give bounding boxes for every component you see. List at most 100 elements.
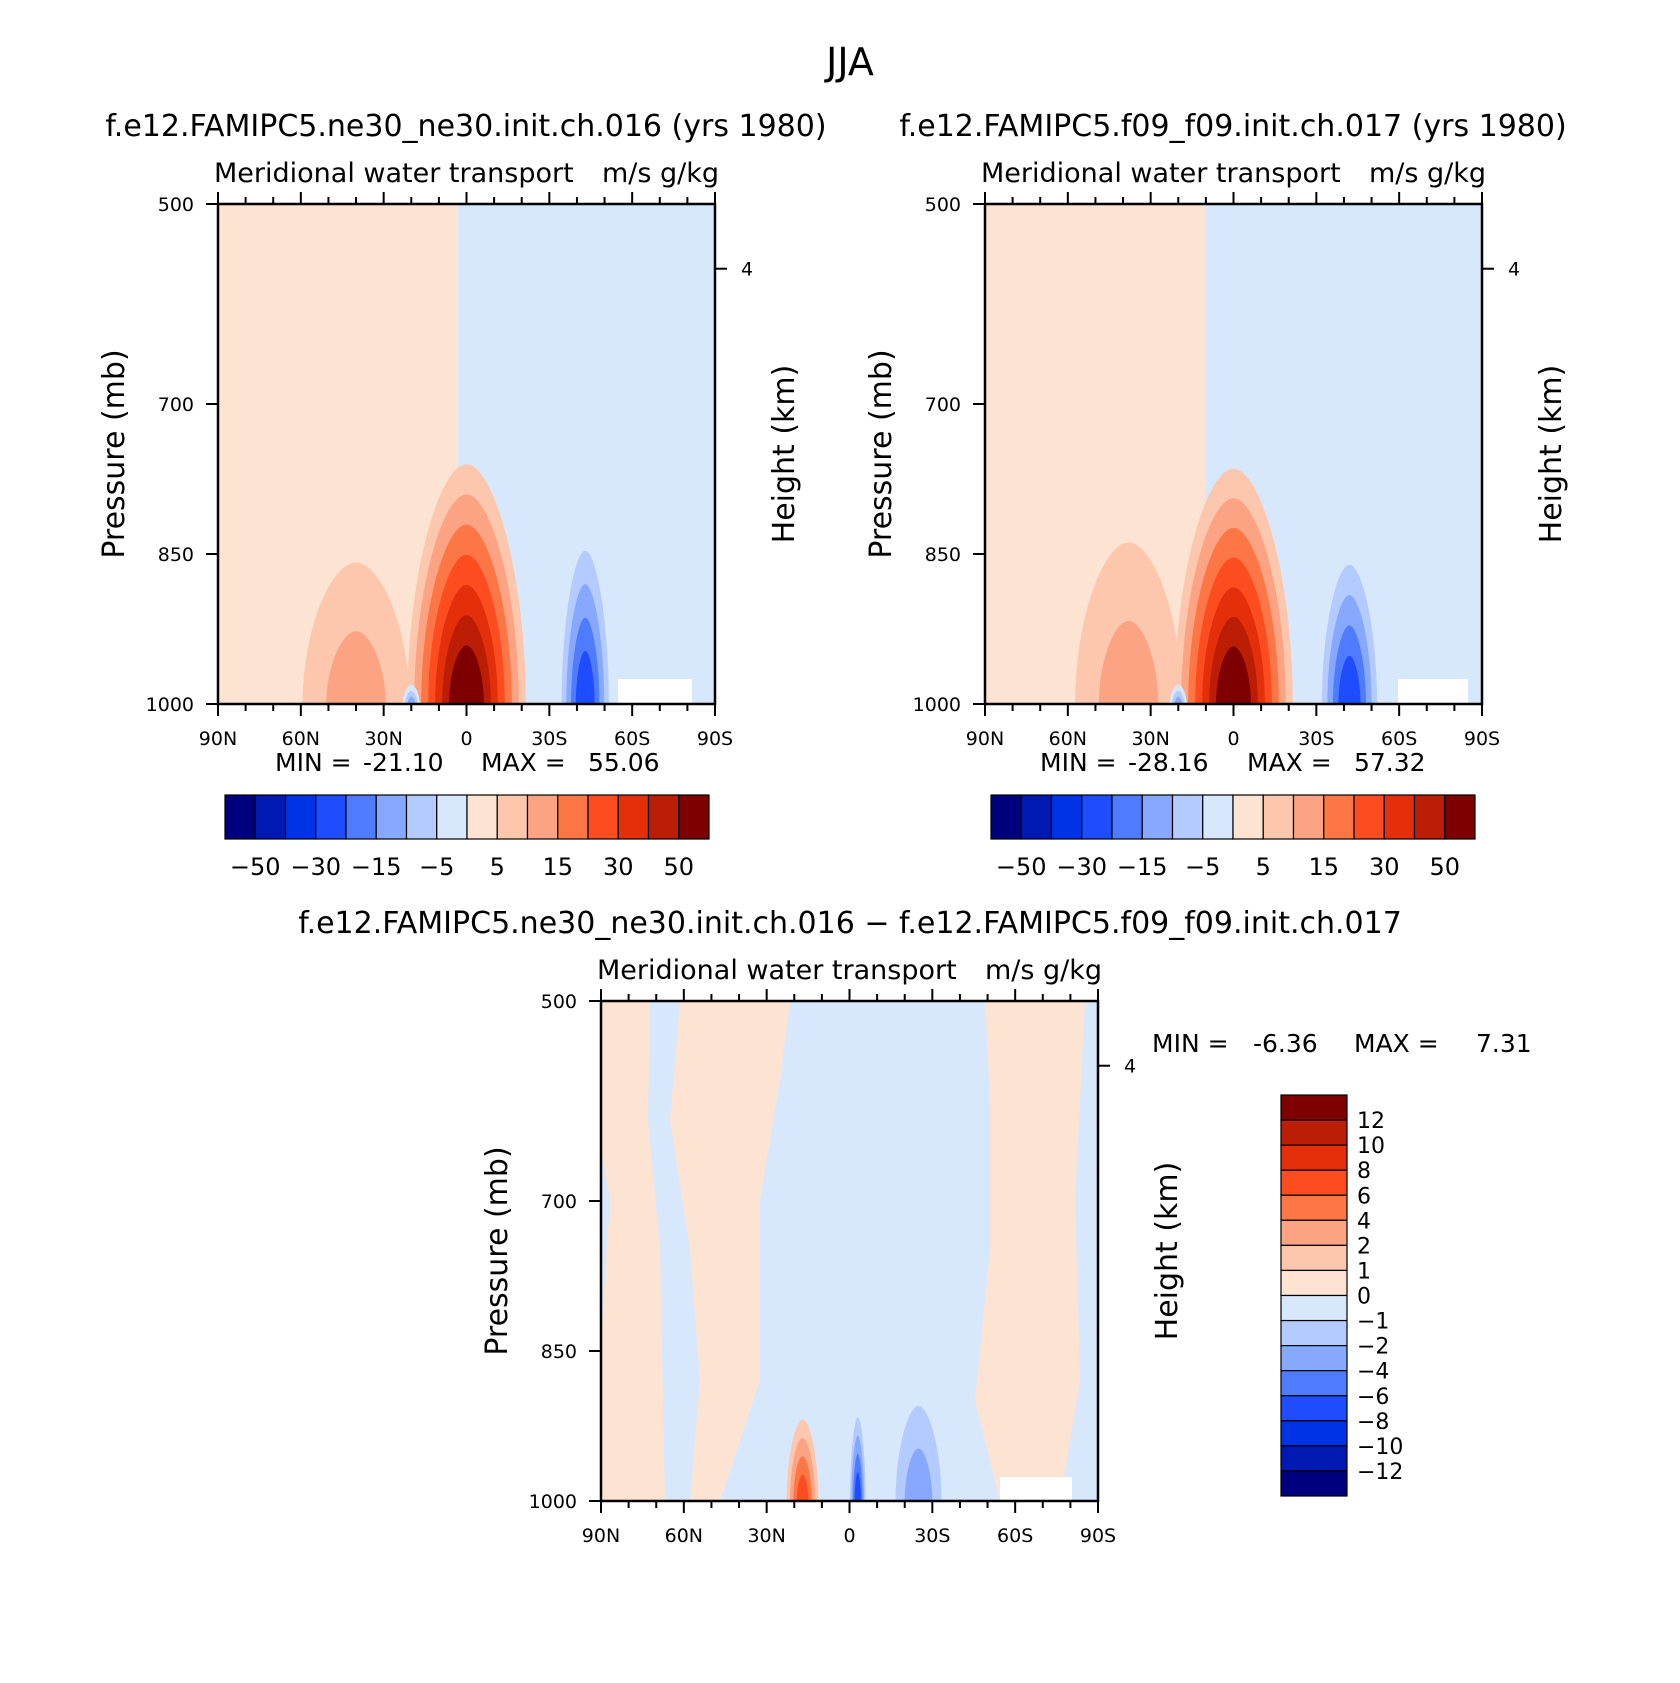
colorbar-label: 0 (1357, 1285, 1371, 1310)
panel-3-positive-band-midlat (670, 1001, 790, 1501)
panel-2-ticks: 90N 60N 30N 0 30S 60S 90S 500 700 850 1000 4 (913, 192, 1520, 750)
panel-1-max-value: 55.06 (588, 748, 660, 777)
colorbar-box (1280, 1420, 1348, 1447)
colorbar-box (1141, 794, 1174, 840)
colorbar-label: −15 (1117, 853, 1168, 881)
x-tick-label: 60S (997, 1525, 1033, 1547)
figure-title: JJA (824, 40, 874, 84)
colorbar-box (1280, 1294, 1348, 1322)
colorbar-box (557, 794, 589, 840)
panel-2-contour-3-2 (1174, 696, 1182, 704)
x-tick-label: 30N (1131, 728, 1169, 750)
x-tick-label: 60N (665, 1525, 703, 1547)
panel-3-ylabel: Pressure (mb) (480, 1146, 515, 1355)
panel-2-colorbar: −50 −30 −15 −5 5 15 30 50 (990, 794, 1476, 881)
colorbar-label: −1 (1357, 1310, 1389, 1335)
colorbar-label: 15 (542, 853, 573, 881)
colorbar-box (224, 794, 256, 840)
colorbar-box (1292, 794, 1325, 840)
panel-2-min-value: -28.16 (1128, 748, 1209, 777)
x-tick-label: 60N (282, 728, 320, 750)
y-tick-label: 700 (158, 394, 194, 416)
panel-1-subtitle: Meridional water transport (214, 158, 574, 189)
panel-2-contour-0-6 (1216, 646, 1251, 704)
panel-3-contours (786, 1363, 951, 1501)
colorbar-box (1280, 1395, 1348, 1422)
colorbar-box (1280, 1470, 1348, 1497)
colorbar-label: −10 (1357, 1435, 1403, 1460)
x-tick-label: 30S (531, 728, 567, 750)
colorbar-label: 8 (1357, 1159, 1371, 1184)
colorbar-label: 4 (1357, 1209, 1371, 1234)
panel-3-ylabel-right: Height (km) (1150, 1162, 1185, 1341)
y-tick-label: 500 (158, 194, 194, 216)
panel-2-contour-2-4 (1338, 655, 1361, 704)
colorbar-box (1280, 1244, 1348, 1272)
colorbar-box (1444, 794, 1476, 840)
colorbar-label: 5 (1256, 853, 1271, 881)
colorbar-box (315, 794, 347, 840)
colorbar-label: −5 (419, 853, 454, 881)
panel-1-missing (618, 679, 692, 704)
panel-1-ylabel: Pressure (mb) (97, 349, 132, 558)
colorbar-label: −12 (1357, 1460, 1403, 1485)
x-tick-label: 90S (1464, 728, 1500, 750)
colorbar-label: 10 (1357, 1134, 1385, 1159)
colorbar-box (1232, 794, 1264, 840)
colorbar-label: 12 (1357, 1109, 1385, 1134)
panel-1-contour-1-1 (326, 631, 386, 704)
panel-3-positive-band-south (975, 1001, 1085, 1501)
colorbar-label: −5 (1185, 853, 1220, 881)
colorbar-box (436, 794, 468, 840)
x-tick-label: 30S (1298, 728, 1334, 750)
panel-1-contour-2-4 (575, 650, 595, 704)
colorbar-box (587, 794, 619, 840)
colorbar-box (647, 794, 680, 840)
y-tick-label: 500 (925, 194, 961, 216)
panel-1-colorbar: −50 −30 −15 −5 5 15 30 50 (224, 794, 710, 881)
panel-3-contour-1-4 (854, 1472, 861, 1501)
colorbar-box (1202, 794, 1234, 840)
colorbar-box (1413, 794, 1446, 840)
colorbar-label: −6 (1357, 1385, 1389, 1410)
colorbar-box (375, 794, 408, 840)
colorbar-label: −50 (996, 853, 1047, 881)
colorbar-box (526, 794, 559, 840)
colorbar-label: −50 (230, 853, 281, 881)
x-tick-label: 60N (1049, 728, 1087, 750)
y-tick-label: 850 (158, 544, 194, 566)
panel-2-contours (1075, 468, 1383, 704)
colorbar-box (1262, 794, 1295, 840)
panel-2: f.e12.FAMIPC5.f09_f09.init.ch.017 (yrs 1… (864, 109, 1569, 881)
colorbar-box (1050, 794, 1083, 840)
x-tick-label: 90S (697, 728, 733, 750)
x-tick-label: 30N (364, 728, 402, 750)
panel-1-units: m/s g/kg (602, 158, 719, 189)
colorbar-box (678, 794, 710, 840)
colorbar-box (1111, 794, 1143, 840)
colorbar-box (284, 794, 317, 840)
colorbar-box (1280, 1219, 1348, 1246)
x-tick-label: 60S (1381, 728, 1417, 750)
x-tick-label: 90N (582, 1525, 620, 1547)
height-tick-label: 4 (1124, 1056, 1136, 1078)
colorbar-label: 30 (1369, 853, 1400, 881)
colorbar-box (1280, 1445, 1348, 1472)
colorbar-label: 50 (1429, 853, 1460, 881)
colorbar-box (1280, 1119, 1348, 1146)
x-tick-label: 0 (1227, 728, 1239, 750)
x-tick-label: 90N (199, 728, 237, 750)
colorbar-box (1280, 1269, 1348, 1297)
panel-1-contour-0-6 (449, 645, 484, 704)
y-tick-label: 700 (925, 394, 961, 416)
height-tick-label: 4 (741, 259, 753, 281)
colorbar-box (1020, 794, 1053, 840)
colorbar-label: −30 (290, 853, 341, 881)
colorbar-box (990, 794, 1022, 840)
x-tick-label: 30S (914, 1525, 950, 1547)
colorbar-box (1171, 794, 1204, 840)
panel-2-units: m/s g/kg (1369, 158, 1486, 189)
colorbar-label: −2 (1357, 1335, 1389, 1360)
panel-2-contour-1-1 (1098, 620, 1159, 704)
